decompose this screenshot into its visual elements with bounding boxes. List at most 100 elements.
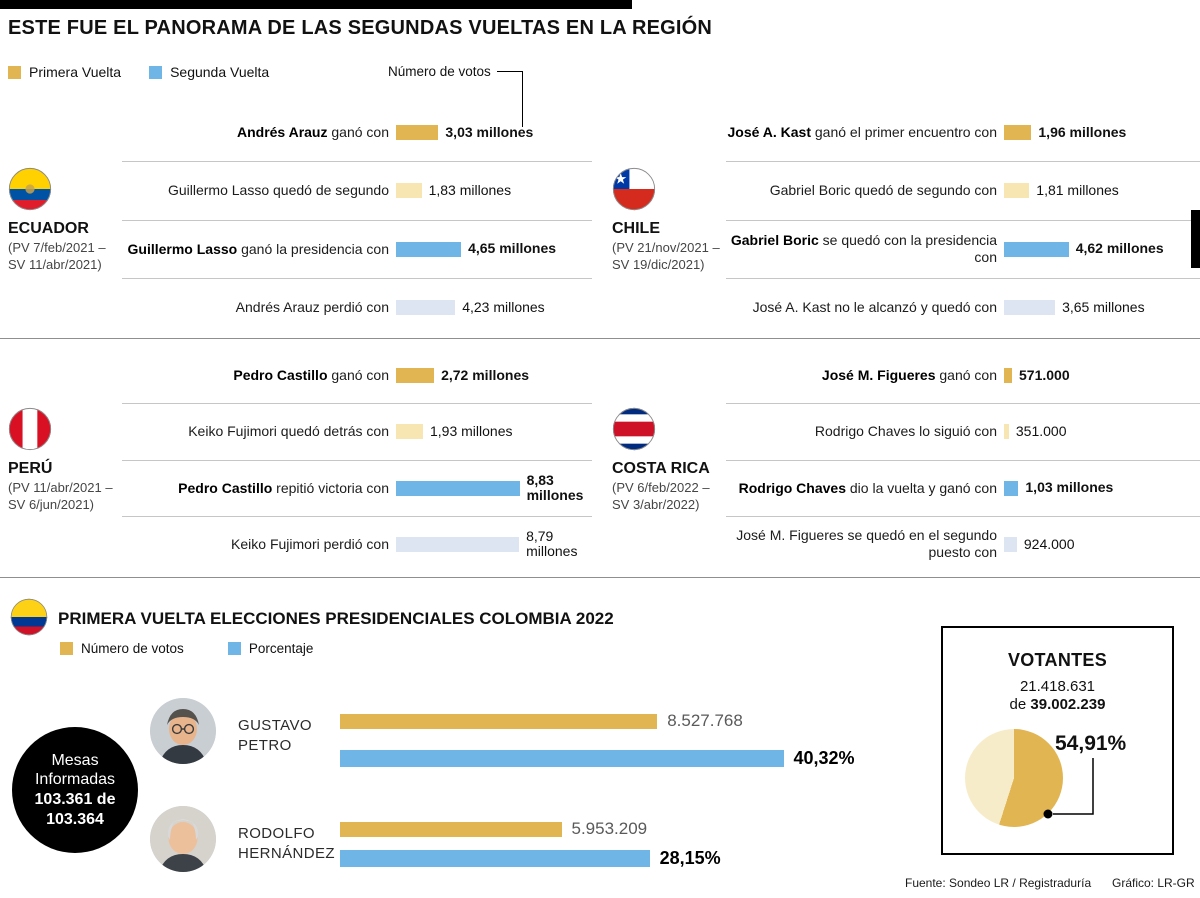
row-label: Rodrigo Chaves dio la vuelta y ganó con: [726, 480, 1004, 497]
bar-primera-vuelta-win: [1004, 125, 1032, 141]
row-label: Keiko Fujimori perdió con: [122, 536, 396, 553]
row-label: Andrés Arauz perdió con: [122, 299, 396, 316]
row-label-text: José A. Kast no le alcanzó y quedó con: [752, 298, 997, 315]
bar-primera-vuelta-lose: [1004, 183, 1030, 199]
bar-value: 571.000: [1019, 366, 1070, 383]
header-black-bar: [0, 0, 632, 9]
votes-note-connector-line: [496, 71, 523, 127]
row-label: José M. Figueres se quedó en el segundo …: [726, 527, 1004, 561]
row-label-text: Keiko Fujimori perdió con: [231, 535, 389, 552]
bar-value: 4,23 millones: [462, 298, 545, 315]
bar-row: Gabriel Boric quedó de segundo con 1,81 …: [726, 162, 1200, 221]
row-label: Pedro Castillo repitió victoria con: [122, 480, 396, 497]
row-label: Gabriel Boric se quedó con la presidenci…: [726, 232, 1004, 266]
colombia-flag-icon: [10, 598, 48, 636]
bar-primera-vuelta-lose: [396, 183, 422, 199]
panel-peru: PERÚ (PV 11/abr/2021 – SV 6/jun/2021) Pe…: [0, 348, 592, 572]
row-label-name: Rodrigo Chaves: [738, 479, 846, 496]
legend-label: Número de votos: [81, 641, 184, 656]
country-name: ECUADOR: [8, 220, 89, 238]
panel-rows: Andrés Arauz ganó con 3,03 millones Guil…: [122, 104, 592, 336]
footer-source: Fuente: Sondeo LR / Registraduría: [905, 876, 1092, 890]
votantes-pct-label: 54,91%: [1055, 732, 1127, 755]
country-name: PERÚ: [8, 460, 53, 478]
panel-costa-rica: COSTA RICA (PV 6/feb/2022 – SV 3/abr/202…: [604, 348, 1200, 572]
row-label-name: José A. Kast: [727, 124, 811, 141]
petro-pct-bar: [340, 750, 784, 767]
bar-primera-vuelta-lose: [396, 424, 423, 440]
row-label-name: Andrés Arauz: [236, 124, 328, 141]
legend-item-segunda-vuelta: Segunda Vuelta: [149, 64, 269, 80]
row-label: Pedro Castillo ganó con: [122, 367, 396, 384]
bar-value: 8,79 millones: [526, 527, 578, 560]
country-dates: (PV 21/nov/2021 – SV 19/dic/2021): [612, 240, 720, 272]
bar-row: Rodrigo Chaves dio la vuelta y ganó con …: [726, 461, 1200, 517]
bar-row: Keiko Fujimori quedó detrás con 1,93 mil…: [122, 404, 592, 461]
row-label-text: se quedó con la presidencia con: [818, 232, 997, 266]
row-label-name: Guillermo Lasso: [127, 240, 238, 257]
colombia-legend: Número de votos Porcentaje: [60, 641, 313, 656]
bar-value: 1,96 millones: [1038, 123, 1127, 140]
hernandez-votes-value: 5.953.209: [571, 819, 648, 838]
votantes-count: 21.418.631: [1019, 678, 1096, 695]
petro-votes-bar: [340, 713, 658, 729]
bar-row: Pedro Castillo repitió victoria con 8,83…: [122, 461, 592, 517]
row-label: José A. Kast no le alcanzó y quedó con: [726, 299, 1004, 316]
bar-value: 1,81 millones: [1036, 182, 1119, 199]
votantes-title: VOTANTES: [1007, 650, 1108, 670]
row-label-name: José M. Figueres: [821, 367, 936, 384]
bar-value: 3,65 millones: [1062, 298, 1145, 315]
panel-info: COSTA RICA (PV 6/feb/2022 – SV 3/abr/202…: [604, 348, 726, 572]
bar-value: 2,72 millones: [441, 366, 530, 383]
candidate-name-hernandez: RODOLFO HERNÁNDEZ: [238, 825, 335, 862]
ecuador-flag-icon: [8, 167, 52, 211]
petro-votes-value: 8.527.768: [667, 711, 743, 730]
votes-note: Número de votos: [388, 64, 523, 127]
footer-credit: Gráfico: LR-GR: [1112, 876, 1195, 890]
row-label-text: ganó la presidencia con: [237, 240, 389, 257]
panel-ecuador: ECUADOR (PV 7/feb/2021 – SV 11/abr/2021)…: [0, 104, 592, 336]
votantes-box: VOTANTES 21.418.631 de 39.002.239 54,91%: [941, 626, 1174, 855]
section-divider-line: [0, 338, 1200, 339]
panel-rows: José A. Kast ganó el primer encuentro co…: [726, 104, 1200, 336]
mesas-label: Mesas Informadas: [34, 751, 116, 789]
hernandez-votes-bar: [340, 821, 562, 837]
legend-item-votos: Número de votos: [60, 641, 184, 656]
colombia-section-title: PRIMERA VUELTA ELECCIONES PRESIDENCIALES…: [58, 609, 614, 628]
country-name: COSTA RICA: [612, 460, 710, 478]
petro-pct-bar-row: 40,32%: [340, 748, 855, 769]
bar-row: Gabriel Boric se quedó con la presidenci…: [726, 221, 1200, 279]
bar-value: 1,83 millones: [428, 182, 512, 199]
bar-row: Pedro Castillo ganó con 2,72 millones: [122, 348, 592, 405]
legend-label: Primera Vuelta: [29, 64, 122, 80]
row-label: José A. Kast ganó el primer encuentro co…: [726, 124, 1004, 141]
bar-value: 924.000: [1023, 535, 1075, 552]
mesas-value: 103.361 de 103.364: [34, 791, 116, 828]
legend-item-porcentaje: Porcentaje: [227, 641, 314, 656]
page-title: ESTE FUE EL PANORAMA DE LAS SEGUNDAS VUE…: [8, 17, 713, 39]
legend-label: Segunda Vuelta: [170, 64, 270, 80]
row-label: José M. Figueres ganó con: [726, 367, 1004, 384]
panel-info: CHILE (PV 21/nov/2021 – SV 19/dic/2021): [604, 104, 726, 336]
bar-row: Andrés Arauz ganó con 3,03 millones: [122, 104, 592, 163]
bar-row: José M. Figueres se quedó en el segundo …: [726, 517, 1200, 572]
bar-segunda-vuelta-lose: [1004, 536, 1017, 552]
row-label-text: Rodrigo Chaves lo siguió con: [814, 423, 997, 440]
country-dates: (PV 11/abr/2021 – SV 6/jun/2021): [8, 480, 113, 512]
bar-segunda-vuelta-lose: [396, 536, 520, 552]
country-name: CHILE: [612, 220, 660, 238]
bar-row: Rodrigo Chaves lo siguió con 351.000: [726, 404, 1200, 461]
petro-photo: [150, 698, 216, 764]
row-label-text: Andrés Arauz perdió con: [235, 298, 389, 315]
legend-label: Porcentaje: [248, 641, 314, 656]
primera-vuelta-swatch-icon: [8, 65, 21, 79]
row-label-text: dio la vuelta y ganó con: [846, 479, 997, 496]
bar-segunda-vuelta-lose: [1004, 299, 1056, 315]
porcentaje-swatch-icon: [227, 642, 241, 655]
bar-value: 1,93 millones: [430, 423, 513, 440]
row-label-text: ganó con: [935, 367, 997, 384]
bar-primera-vuelta-win: [1004, 368, 1012, 384]
votantes-de: de: [1009, 696, 1027, 713]
bar-value: 3,03 millones: [445, 123, 534, 140]
mesas-informadas-badge: Mesas Informadas 103.361 de 103.364: [12, 727, 138, 853]
